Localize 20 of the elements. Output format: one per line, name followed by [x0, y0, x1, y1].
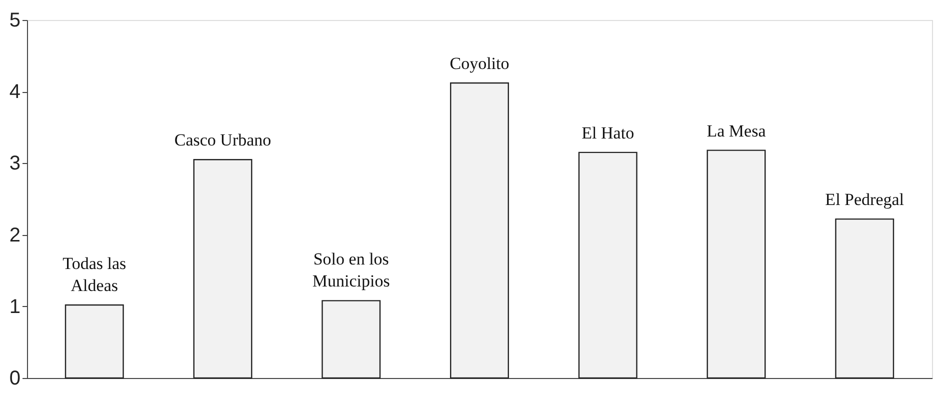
bar — [835, 218, 894, 379]
bar — [193, 159, 252, 379]
y-tick-label: 4 — [9, 81, 20, 104]
x-tick-label: El Hato — [582, 123, 634, 142]
y-tick-label: 2 — [9, 224, 20, 246]
x-tick-label: Casco Urbano — [174, 130, 272, 150]
x-tick-label: La Mesa — [706, 121, 766, 140]
y-tick-label: 3 — [9, 152, 20, 175]
x-tick-label: El Pedregal — [825, 190, 904, 210]
bar — [64, 304, 124, 379]
y-tick-label: 0 — [9, 368, 20, 390]
y-tick-label: 5 — [9, 10, 20, 32]
bar — [450, 82, 509, 379]
x-tick-label: Solo en los Municipios — [312, 250, 390, 291]
bar — [322, 300, 381, 379]
x-tick-label: Todas las Aldeas — [62, 254, 126, 295]
bar — [578, 152, 638, 379]
x-tick-label: Coyolito — [450, 54, 510, 74]
y-tick-label: 1 — [9, 296, 20, 318]
bar — [706, 150, 766, 379]
